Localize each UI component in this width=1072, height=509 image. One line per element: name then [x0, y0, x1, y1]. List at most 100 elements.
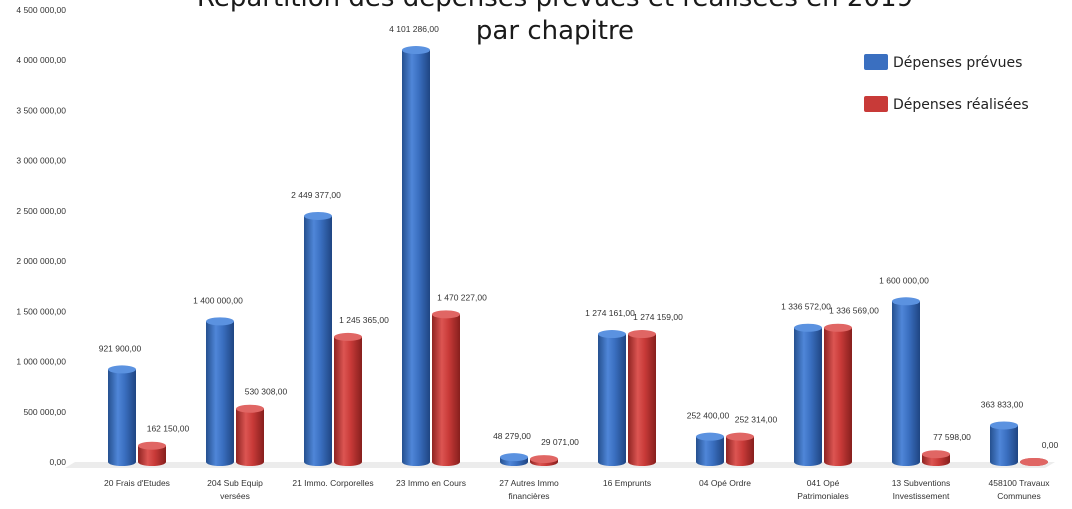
data-label-realisees: 77 598,00: [933, 432, 971, 442]
data-label-realisees: 252 314,00: [735, 415, 778, 425]
bar-cap: [696, 432, 724, 441]
legend-label-depenses-prevues: Dépenses prévues: [893, 55, 1022, 71]
bar-cap: [530, 455, 558, 464]
bar-cap: [402, 46, 430, 55]
y-tick-label: 3 000 000,00: [16, 156, 66, 166]
data-label-realisees: 0,00: [1042, 440, 1059, 450]
bar-cap: [432, 310, 460, 319]
bar-prevues: [304, 211, 332, 466]
bar-body: [990, 425, 1018, 466]
bar-body: [432, 314, 460, 466]
bar-prevues: [206, 317, 234, 466]
y-tick-label: 2 000 000,00: [16, 256, 66, 266]
x-category-label: 23 Immo en Cours: [396, 478, 466, 488]
x-category-label: 458100 Travaux: [989, 478, 1051, 488]
bar-prevues: [696, 432, 724, 466]
bar-cap: [598, 330, 626, 339]
bar-realisees: [824, 323, 852, 466]
data-label-prevues: 4 101 286,00: [389, 24, 439, 34]
bar-body: [108, 369, 136, 466]
bar-cap: [628, 330, 656, 339]
bar-cap: [892, 297, 920, 306]
y-tick-label: 3 500 000,00: [16, 105, 66, 115]
bar-body: [824, 327, 852, 466]
data-label-prevues: 1 400 000,00: [193, 295, 243, 305]
bar-realisees: [628, 330, 656, 466]
data-labels: 921 900,00 162 150,00 1 400 000,00 530 308,…: [99, 24, 1059, 450]
bar-cap: [1020, 458, 1048, 466]
data-label-realisees: 1 470 227,00: [437, 292, 487, 302]
data-label-realisees: 530 308,00: [245, 387, 288, 397]
data-label-prevues: 48 279,00: [493, 431, 531, 441]
data-label-realisees: 1 274 159,00: [633, 312, 683, 322]
data-label-prevues: 921 900,00: [99, 343, 142, 353]
bars-group: [108, 46, 1048, 466]
bar-body: [138, 445, 166, 466]
bar-body: [402, 50, 430, 466]
x-category-label: versées: [220, 491, 250, 501]
bar-cap: [794, 323, 822, 332]
x-category-label: 16 Emprunts: [603, 478, 651, 488]
x-category-label: 21 Immo. Corporelles: [292, 478, 373, 488]
bar-realisees: [334, 332, 362, 466]
bar-prevues: [108, 365, 136, 466]
y-tick-label: 500 000,00: [23, 407, 66, 417]
bar-realisees: [1020, 458, 1048, 466]
bar-body: [304, 215, 332, 466]
bar-prevues: [598, 330, 626, 466]
x-category-label: Patrimoniales: [797, 491, 849, 501]
x-category-label: 04 Opé Ordre: [699, 478, 751, 488]
x-category-label: 13 Subventions: [892, 478, 951, 488]
bar-body: [598, 334, 626, 466]
data-label-realisees: 29 071,00: [541, 437, 579, 447]
chart-title: Répartition des dépenses prévues et réal…: [197, 0, 913, 46]
bar-body: [726, 436, 754, 466]
bar-cap: [726, 432, 754, 441]
bar-body: [794, 327, 822, 466]
bar-realisees: [432, 310, 460, 466]
bar-cap: [236, 404, 264, 413]
bar-realisees: [138, 441, 166, 466]
data-label-realisees: 162 150,00: [147, 424, 190, 434]
x-category-label: Communes: [997, 491, 1040, 501]
bar-prevues: [794, 323, 822, 466]
legend-swatch-depenses-realisees: [864, 96, 888, 112]
legend-swatch-depenses-prevues: [864, 54, 888, 70]
bar-prevues: [990, 421, 1018, 466]
bar-realisees: [236, 404, 264, 466]
y-tick-label: 4 500 000,00: [16, 5, 66, 15]
y-tick-label: 0,00: [49, 457, 66, 467]
bar-cap: [206, 317, 234, 326]
y-tick-label: 2 500 000,00: [16, 206, 66, 216]
x-category-label: 27 Autres Immo: [499, 478, 559, 488]
x-category-label: 204 Sub Equip: [207, 478, 263, 488]
bar-realisees: [922, 450, 950, 466]
x-axis: 20 Frais d'Etudes 204 Sub Equip versées 21 …: [104, 478, 1050, 501]
legend: Dépenses prévues Dépenses réalisées: [864, 54, 1029, 113]
bar-body: [334, 336, 362, 466]
bar-cap: [500, 453, 528, 462]
data-label-prevues: 1 600 000,00: [879, 275, 929, 285]
bar-body: [696, 436, 724, 466]
bar-realisees: [726, 432, 754, 466]
data-label-prevues: 252 400,00: [687, 411, 730, 421]
bar-cap: [990, 421, 1018, 430]
bar-cap: [138, 441, 166, 450]
bar-cap: [108, 365, 136, 374]
data-label-prevues: 1 336 572,00: [781, 302, 831, 312]
data-label-prevues: 2 449 377,00: [291, 190, 341, 200]
x-category-label: Investissement: [893, 491, 950, 501]
bar-cap: [922, 450, 950, 459]
bar-cap: [304, 211, 332, 220]
bar-body: [236, 408, 264, 466]
data-label-realisees: 1 336 569,00: [829, 306, 879, 316]
data-label-prevues: 1 274 161,00: [585, 308, 635, 318]
bar-prevues: [500, 453, 528, 466]
y-tick-label: 1 500 000,00: [16, 306, 66, 316]
bar-cap: [824, 323, 852, 332]
legend-label-depenses-realisees: Dépenses réalisées: [893, 97, 1029, 113]
bar-prevues: [892, 297, 920, 466]
x-category-label: financières: [508, 491, 549, 501]
bar-body: [206, 321, 234, 466]
